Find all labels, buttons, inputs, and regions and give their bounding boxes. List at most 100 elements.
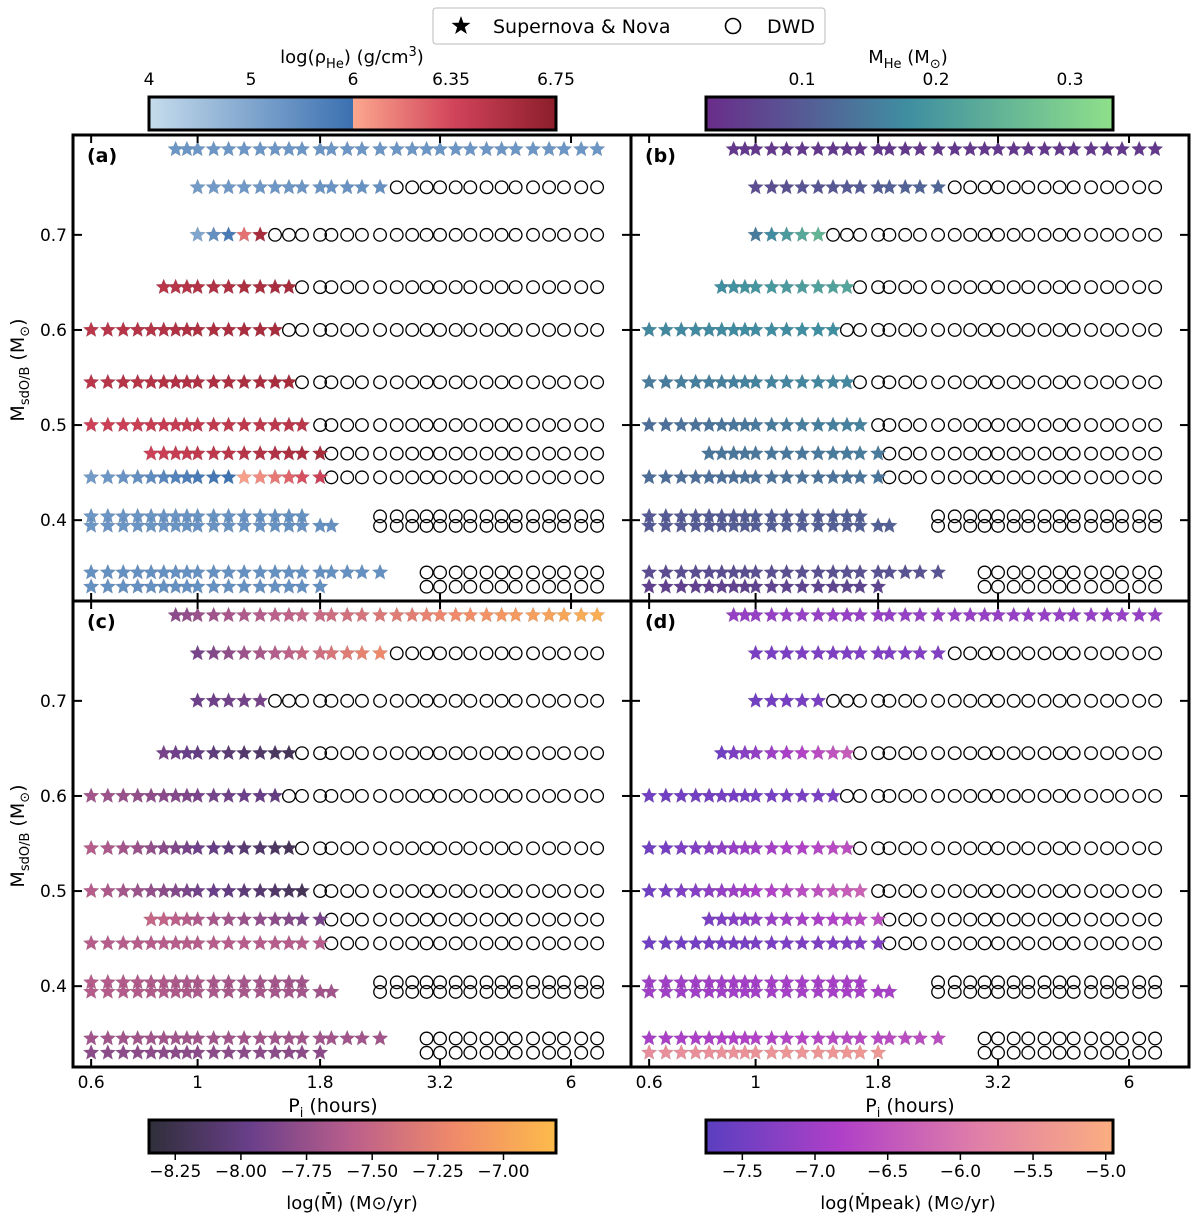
supernova-point [82,882,100,899]
supernova-point [189,1043,207,1060]
dwd-point [508,975,523,990]
supernova-point [142,416,160,433]
supernova-point [838,140,856,157]
supernova-point [205,692,223,709]
supernova-point [82,787,100,804]
dwd-point [977,646,992,661]
dwd-point [419,1031,434,1046]
supernova-point [205,278,223,295]
supernova-point [851,577,869,594]
dwd-point [1084,984,1098,999]
dwd-point [340,280,355,295]
dwd-point [1006,565,1021,580]
supernova-point [235,1029,253,1046]
supernova-point [778,517,795,534]
dwd-point [898,227,913,242]
dwd-point [526,1045,540,1060]
dwd-point [1132,446,1147,461]
supernova-point [911,178,929,195]
x-tick-label: 1.8 [307,1073,334,1093]
supernova-point [155,1043,173,1060]
supernova-point [809,1029,827,1046]
supernova-point [114,321,132,338]
colorbar-mdotpeak: −7.5 −7.0 −6.5 −6.0 −5.5 −5.0 log(Ṁpeak) (M⊙/… [704,1118,1126,1214]
dwd-point [508,693,523,708]
dwd-point [931,418,946,433]
supernova-point [205,468,223,485]
supernova-point [713,416,731,433]
dwd-point [1148,280,1163,295]
dwd-point [574,509,589,524]
supernova-point [189,321,207,338]
dwd-point [991,280,1005,295]
supernova-point [280,563,298,580]
dwd-point [590,518,605,533]
dwd-point [1100,418,1115,433]
supernova-point [838,563,856,580]
supernova-point [235,744,253,761]
supernova-point [657,787,675,804]
dwd-point [1021,446,1036,461]
dwd-point [389,470,404,485]
supernova-point [687,373,705,390]
dwd-point [1066,470,1081,485]
supernova-point [747,787,765,804]
supernova-point [155,1029,173,1046]
dwd-point [882,375,897,390]
dwd-point [448,646,463,661]
supernova-point [220,744,237,761]
supernova-point [838,178,856,195]
dwd-point [1021,936,1036,951]
dwd-point [324,936,339,951]
supernova-point [640,882,658,899]
supernova-point [778,882,795,899]
dwd-point [542,646,557,661]
dwd-point [1115,227,1129,242]
supernova-point [82,983,100,1000]
dwd-point [494,518,509,533]
supernova-point [293,882,311,899]
supernova-point [778,644,795,661]
dwd-point [1100,1045,1115,1060]
dwd-point [479,841,494,856]
dwd-point [1115,418,1129,433]
dwd-point [557,518,571,533]
supernova-point [235,692,253,709]
dwd-point [991,884,1005,899]
dwd-point [526,693,540,708]
dwd-point [405,936,420,951]
dwd-point [354,884,369,899]
dwd-point [1006,884,1021,899]
supernova-point [640,1043,658,1060]
dwd-point [1148,884,1163,899]
dwd-point [1148,375,1163,390]
dwd-point [947,936,962,951]
supernova-point [129,1029,147,1046]
y-tick-label: 0.5 [40,416,67,436]
colorbar-mhe-tick-label: 0.2 [922,70,949,90]
dwd-point [526,375,540,390]
dwd-point [1066,180,1081,195]
supernova-point [869,1043,887,1060]
supernova-point [155,882,173,899]
dwd-point [977,1045,992,1060]
supernova-point [142,1029,160,1046]
dwd-point [448,579,463,594]
supernova-point [838,373,856,390]
supernova-point [672,839,690,856]
supernova-point [672,934,690,951]
supernova-point [205,563,223,580]
supernova-point [322,178,340,195]
dwd-point [1100,1031,1115,1046]
supernova-point [747,444,765,461]
supernova-point [809,140,827,157]
dwd-point [1100,984,1115,999]
dwd-point [898,693,913,708]
dwd-point [871,418,886,433]
dwd-point [542,227,557,242]
supernova-point [687,517,705,534]
dwd-point [479,912,494,927]
dwd-point [1084,375,1098,390]
supernova-point [266,882,284,899]
dwd-point [1115,693,1129,708]
